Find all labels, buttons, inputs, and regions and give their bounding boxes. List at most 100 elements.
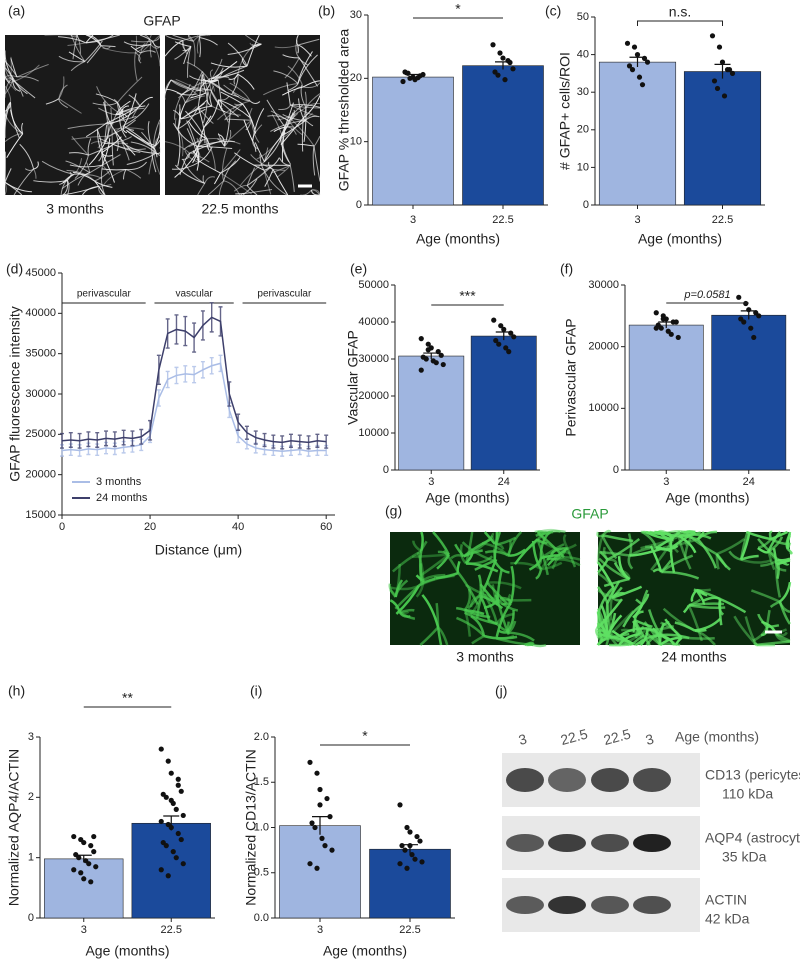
error-bar	[423, 352, 440, 359]
fiber	[211, 105, 241, 116]
fiber	[88, 145, 112, 156]
fiber	[197, 140, 235, 147]
fiber	[389, 599, 401, 613]
data-point	[168, 770, 174, 776]
x-tick-label: 22.5	[399, 924, 420, 936]
fiber	[172, 34, 194, 42]
fiber	[141, 131, 155, 150]
fiber	[217, 79, 223, 107]
lane-label: 22.5	[602, 725, 633, 748]
fiber	[86, 162, 91, 173]
fiber	[102, 164, 110, 176]
fiber	[778, 601, 791, 614]
fiber	[24, 168, 34, 171]
fiber	[282, 54, 300, 59]
panel-label: (g)	[385, 503, 402, 519]
fiber	[422, 573, 446, 582]
fiber	[412, 540, 422, 553]
data-point	[668, 331, 674, 337]
fiber	[493, 560, 510, 574]
fiber	[264, 137, 282, 163]
fiber	[198, 37, 201, 58]
fiber	[217, 99, 226, 113]
fiber	[155, 147, 162, 154]
fiber	[303, 107, 307, 142]
fiber	[66, 171, 72, 181]
fiber	[611, 585, 643, 599]
fiber	[68, 51, 86, 62]
fiber	[16, 76, 39, 82]
fiber	[233, 103, 243, 110]
data-point	[170, 849, 176, 855]
fiber	[450, 553, 465, 560]
fiber	[62, 180, 69, 196]
data-point	[317, 802, 323, 808]
data-point	[629, 67, 636, 73]
fiber	[182, 159, 205, 184]
fiber	[222, 65, 248, 78]
fiber	[76, 34, 82, 54]
fiber	[98, 186, 104, 196]
fiber	[302, 95, 321, 119]
image-label: 3 months	[46, 201, 104, 217]
data-point	[675, 334, 681, 341]
y-tick-label: 0.0	[254, 912, 269, 924]
x-axis-label: Distance (μm)	[155, 542, 242, 558]
data-point	[711, 78, 718, 84]
fiber	[33, 161, 39, 170]
significance-label: ***	[459, 288, 476, 304]
fiber	[767, 531, 782, 552]
fiber	[281, 135, 292, 165]
fiber	[139, 34, 153, 42]
fiber	[128, 94, 141, 107]
fiber	[641, 593, 650, 606]
lane-axis-label: Age (months)	[675, 729, 759, 745]
data-point	[418, 367, 424, 373]
fiber	[202, 92, 208, 123]
series-line	[61, 316, 327, 444]
band-size: 110 kDa	[722, 786, 773, 802]
x-tick-label: 3	[410, 214, 416, 226]
fiber	[197, 145, 233, 149]
fiber	[144, 34, 152, 45]
data-point	[414, 833, 420, 840]
data-point	[510, 66, 516, 72]
fiber	[197, 106, 214, 124]
data-point	[417, 838, 423, 844]
data-point	[88, 879, 94, 885]
fiber	[305, 93, 321, 108]
fiber	[622, 603, 643, 628]
x-tick-label: 22.5	[712, 214, 733, 226]
fiber	[58, 84, 68, 99]
data-point	[314, 865, 320, 871]
fiber	[244, 178, 258, 195]
data-point	[497, 50, 503, 56]
data-point	[399, 843, 405, 849]
fiber	[202, 73, 207, 94]
fiber	[224, 110, 231, 147]
fiber	[57, 36, 87, 44]
fiber	[12, 77, 28, 95]
data-point	[175, 776, 181, 782]
fiber	[282, 114, 305, 122]
region-label: perivascular	[257, 289, 312, 300]
fiber	[682, 604, 690, 614]
data-point	[81, 876, 87, 882]
fiber	[767, 550, 776, 560]
fiber	[12, 77, 21, 92]
bar	[279, 825, 361, 919]
fiber	[659, 642, 681, 647]
fiber	[313, 135, 321, 147]
fiber	[718, 598, 723, 626]
blot-band	[506, 834, 544, 852]
fiber	[243, 119, 254, 142]
y-tick-label: 15000	[25, 509, 56, 521]
fiber	[210, 62, 248, 68]
fiber	[44, 34, 78, 36]
fiber	[278, 104, 291, 111]
blot-band	[591, 896, 629, 914]
fiber	[266, 99, 286, 128]
fiber	[102, 138, 111, 166]
fiber	[184, 82, 201, 104]
fiber	[301, 118, 304, 152]
